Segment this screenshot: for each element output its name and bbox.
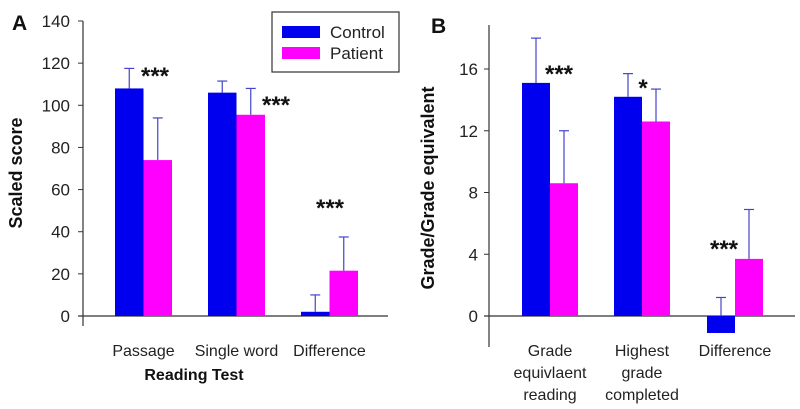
y-tick-label-a: 80 (51, 138, 70, 157)
y-tick-label-a: 120 (42, 54, 70, 73)
significance-marker: *** (545, 61, 574, 88)
x-tick-label-b: reading (523, 387, 576, 404)
y-tick-label-b: 0 (469, 307, 478, 326)
bar-patient-a1 (236, 114, 265, 317)
bar-control-a2 (301, 311, 330, 316)
y-tick-label-b: 8 (469, 184, 478, 203)
bar-patient-b1 (642, 121, 670, 316)
bar-patient-b2 (735, 258, 763, 316)
bar-control-b0 (522, 82, 550, 316)
y-tick-label-a: 0 (61, 307, 70, 326)
y-axis-title-b: Grade/Grade equivalent (418, 86, 438, 289)
bar-patient-b0 (550, 183, 578, 316)
x-tick-label-a: Passage (112, 343, 174, 360)
significance-marker: *** (710, 236, 739, 263)
x-tick-label-b: grade (622, 365, 663, 382)
legend-swatch-patient (282, 47, 320, 59)
legend-box (271, 11, 400, 73)
x-tick-label-b: Highest (615, 343, 670, 360)
bar-patient-a0 (143, 160, 172, 316)
y-tick-label-a: 60 (51, 181, 70, 200)
y-tick-label-a: 20 (51, 265, 70, 284)
legend-label-patient: Patient (330, 44, 383, 63)
panel-label-b: B (431, 15, 446, 38)
significance-marker: *** (262, 92, 291, 119)
significance-marker: *** (141, 63, 170, 90)
y-axis-title-a: Scaled score (6, 117, 26, 228)
x-tick-label-a: Single word (195, 343, 279, 360)
y-tick-label-b: 4 (469, 245, 478, 264)
y-tick-label-b: 16 (459, 60, 478, 79)
bar-patient-a2 (329, 270, 358, 316)
x-tick-label-a: Difference (293, 343, 366, 360)
x-axis-title-a: Reading Test (144, 367, 244, 384)
significance-marker: *** (316, 195, 345, 222)
x-tick-label-b: equivlaent (514, 365, 588, 382)
panel-label-a: A (12, 12, 27, 35)
bar-control-b2 (707, 316, 735, 333)
y-tick-label-a: 100 (42, 96, 70, 115)
y-tick-label-b: 12 (459, 122, 478, 141)
x-tick-label-b: Difference (699, 343, 772, 360)
y-tick-label-a: 140 (42, 12, 70, 31)
legend-label-control: Control (330, 23, 385, 42)
bar-control-a0 (115, 88, 144, 316)
y-tick-label-a: 40 (51, 223, 70, 242)
significance-marker: * (638, 75, 648, 102)
legend-swatch-control (282, 26, 320, 38)
bar-control-b1 (614, 96, 642, 316)
x-tick-label-b: Grade (528, 343, 573, 360)
bar-control-a1 (208, 92, 237, 317)
x-tick-label-b: completed (605, 387, 679, 404)
